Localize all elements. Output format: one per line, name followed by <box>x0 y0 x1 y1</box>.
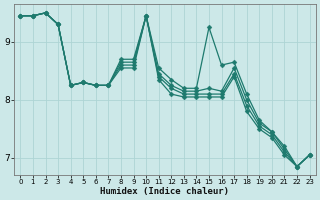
X-axis label: Humidex (Indice chaleur): Humidex (Indice chaleur) <box>100 187 229 196</box>
